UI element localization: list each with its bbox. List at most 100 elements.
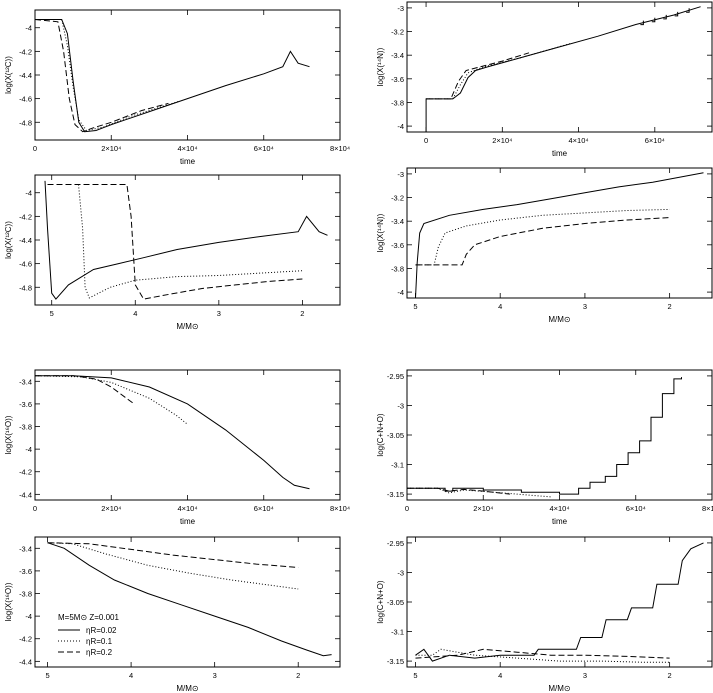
plot-frame — [406, 369, 713, 501]
legend-entry-label: ηR=0.2 — [86, 648, 113, 657]
series-dashed — [47, 542, 299, 568]
y-tick-label: -4.4 — [19, 236, 32, 245]
x-axis-label: M/M⊙ — [548, 315, 570, 324]
y-tick-label: -3.2 — [391, 28, 404, 37]
y-tick-label: -4 — [397, 122, 404, 131]
x-axis-label: time — [180, 157, 196, 166]
x-tick-label: 4×10⁴ — [177, 504, 197, 513]
legend-entry-label: ηR=0.02 — [86, 626, 117, 635]
series-solid — [47, 542, 332, 657]
series-group — [35, 375, 310, 490]
legend-entry-label: ηR=0.1 — [86, 637, 113, 646]
chart-o16-mass: 5 4 3 2 -3.4 -3.6 -3.8 -4 -4.2 -4.4 M/M⊙ log(X(¹⁶O)… — [4, 536, 341, 693]
x-tick-label: 4×10⁴ — [549, 504, 569, 513]
series-dashed — [47, 184, 303, 300]
x-tick-label: 4 — [133, 309, 137, 318]
x-tick-label: 0 — [33, 144, 37, 153]
y-axis-label: log(X(¹⁶O)) — [4, 582, 13, 621]
y-tick-label: -3.15 — [387, 490, 404, 499]
y-tick-label: -4.6 — [19, 95, 32, 104]
x-axis-label: M/M⊙ — [176, 322, 198, 331]
y-tick-label: -3.4 — [391, 51, 404, 60]
series-dashed — [415, 217, 670, 266]
x-tick-label: 2 — [668, 671, 672, 680]
series-solid — [415, 172, 704, 298]
y-tick-label: -4.4 — [19, 490, 32, 499]
y-tick-label: -4 — [25, 612, 32, 621]
y-tick-label: -3.6 — [19, 567, 32, 576]
x-tick-label: 6×10⁴ — [626, 504, 646, 513]
y-tick-label: -3.6 — [19, 400, 32, 409]
x-axis-label: M/M⊙ — [548, 684, 570, 693]
legend-title: M=5M⊙ Z=0.001 — [58, 613, 120, 622]
plot-frame — [406, 167, 713, 299]
series-dotted — [415, 208, 670, 266]
plot-frame — [34, 369, 341, 501]
x-axis-label: time — [552, 517, 568, 526]
x-tick-label: 4×10⁴ — [177, 144, 197, 153]
plot-frame — [34, 9, 341, 141]
y-tick-label: -4 — [25, 445, 32, 454]
x-tick-label: 2 — [296, 671, 300, 680]
x-tick-label: 3 — [213, 671, 217, 680]
y-tick-label: -3.8 — [19, 423, 32, 432]
step-mark — [651, 17, 656, 23]
series-solid — [35, 375, 310, 490]
x-tick-label: 8×10⁴ — [702, 504, 713, 513]
x-tick-label: 2×10⁴ — [101, 504, 121, 513]
y-tick-label: -3.6 — [391, 75, 404, 84]
step-mark — [686, 8, 690, 13]
y-tick-label: -4.2 — [19, 468, 32, 477]
series-group — [47, 542, 332, 657]
y-tick-label: -4 — [25, 24, 32, 33]
x-tick-label: 4 — [129, 671, 133, 680]
y-tick-label: -4 — [25, 189, 32, 198]
series-solid — [415, 542, 704, 662]
x-tick-label: 6×10⁴ — [645, 136, 665, 145]
x-tick-label: 3 — [217, 309, 221, 318]
y-axis-label: log(X(¹⁴N)) — [376, 213, 385, 252]
y-tick-label: -2.95 — [387, 372, 404, 381]
y-tick-label: -3 — [397, 568, 404, 577]
x-tick-label: 0 — [424, 136, 428, 145]
y-tick-label: -3.15 — [387, 657, 404, 666]
x-tick-label: 0 — [405, 504, 409, 513]
x-tick-label: 2×10⁴ — [101, 144, 121, 153]
x-tick-label: 2 — [300, 309, 304, 318]
x-tick-label: 5 — [413, 302, 417, 311]
y-axis-label: log(C+N+O) — [376, 413, 385, 456]
legend: M=5M⊙ Z=0.001 ηR=0.02 ηR=0.1 ηR=0.2 — [58, 613, 120, 657]
series-group — [425, 6, 701, 132]
y-tick-label: -4.2 — [19, 47, 32, 56]
y-tick-label: -3.2 — [391, 194, 404, 203]
series-group — [415, 172, 704, 298]
y-tick-label: -3.4 — [19, 544, 32, 553]
series-group — [44, 180, 328, 300]
y-tick-label: -4.4 — [19, 657, 32, 666]
y-tick-label: -4.4 — [19, 71, 32, 80]
y-tick-label: -4.8 — [19, 118, 32, 127]
series-dashed — [407, 487, 510, 495]
y-tick-label: -4.8 — [19, 283, 32, 292]
x-axis-label: M/M⊙ — [176, 684, 198, 693]
x-tick-label: 4×10⁴ — [569, 136, 589, 145]
y-tick-label: -3.6 — [391, 241, 404, 250]
series-solid — [35, 19, 310, 133]
plot-frame — [406, 1, 713, 133]
x-tick-label: 8×10⁴ — [330, 144, 350, 153]
plot-frame — [406, 536, 713, 668]
y-tick-label: -3.05 — [387, 598, 404, 607]
x-tick-label: 5 — [45, 671, 49, 680]
chart-c12-mass: 5 4 3 2 -4 -4.2 -4.4 -4.6 -4.8 M/M⊙ log(X(¹²C)) — [4, 174, 341, 331]
y-tick-label: -3.1 — [391, 461, 404, 470]
y-tick-label: -3 — [397, 170, 404, 179]
series-dotted — [426, 42, 572, 100]
series-dashed — [35, 375, 135, 405]
y-tick-label: -4 — [397, 288, 404, 297]
chart-cno-mass: 5 4 3 2 -2.95 -3 -3.05 -3.1 -3.15 M/M⊙ log(C+N+O) — [376, 536, 713, 693]
y-tick-label: -3 — [397, 4, 404, 13]
x-tick-label: 4 — [498, 671, 502, 680]
y-tick-label: -3.4 — [391, 217, 404, 226]
series-group — [415, 542, 704, 663]
